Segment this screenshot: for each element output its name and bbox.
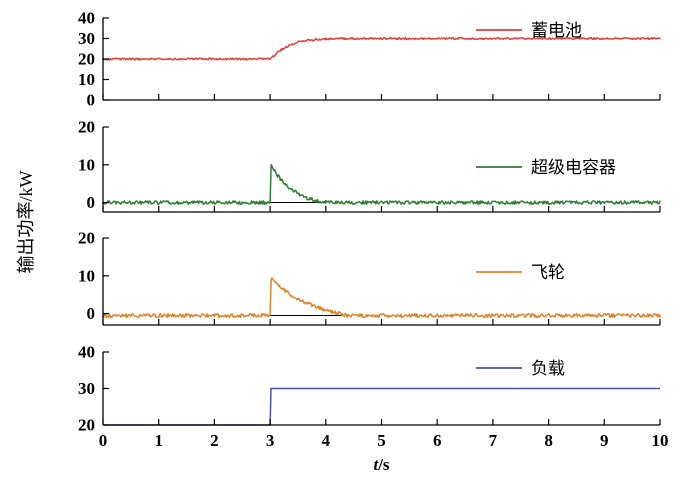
y-tick-label: 40 [78,9,95,28]
y-tick-label: 10 [78,155,95,174]
x-tick-label: 4 [322,431,331,450]
x-tick-label: 5 [377,431,386,450]
x-tick-label: 6 [433,431,442,450]
battery-legend-label: 蓄电池 [531,21,582,40]
supercapacitor-legend-label: 超级电容器 [531,158,616,177]
flywheel-subplot: 0 10 20 飞轮 [78,229,661,326]
y-tick-label: 30 [78,379,95,398]
y-tick-label: 20 [78,50,95,69]
flywheel-legend-label: 飞轮 [531,263,565,282]
y-tick-label: 20 [78,229,95,248]
y-tick-label: 0 [87,91,96,110]
x-tick-label: 9 [600,431,609,450]
x-tick-label: 3 [266,431,275,450]
y-tick-label: 0 [87,304,96,323]
y-tick-label: 10 [78,266,95,285]
x-tick-label: 2 [210,431,219,450]
load-subplot: 20 30 40 0 1 2 3 4 5 6 7 8 9 10 负载 [78,343,669,451]
x-tick-label: 1 [154,431,163,450]
x-axis-title: t/s [373,455,389,474]
x-tick-label: 8 [544,431,553,450]
y-axis-title: 输出功率/kW [16,170,36,273]
y-tick-label: 30 [78,29,95,48]
flywheel-line [102,277,661,319]
supercapacitor-subplot: 0 10 20 超级电容器 [78,118,661,213]
x-tick-label: 7 [489,431,498,450]
y-tick-label: 40 [78,343,95,362]
x-tick-label: 0 [99,431,108,450]
load-legend-label: 负载 [531,359,565,378]
y-tick-label: 0 [87,193,96,212]
x-tick-label: 10 [652,431,669,450]
y-tick-label: 10 [78,70,95,89]
y-tick-label: 20 [78,416,95,435]
battery-line [102,36,661,61]
supercapacitor-line [102,163,661,206]
y-tick-label: 20 [78,118,95,137]
